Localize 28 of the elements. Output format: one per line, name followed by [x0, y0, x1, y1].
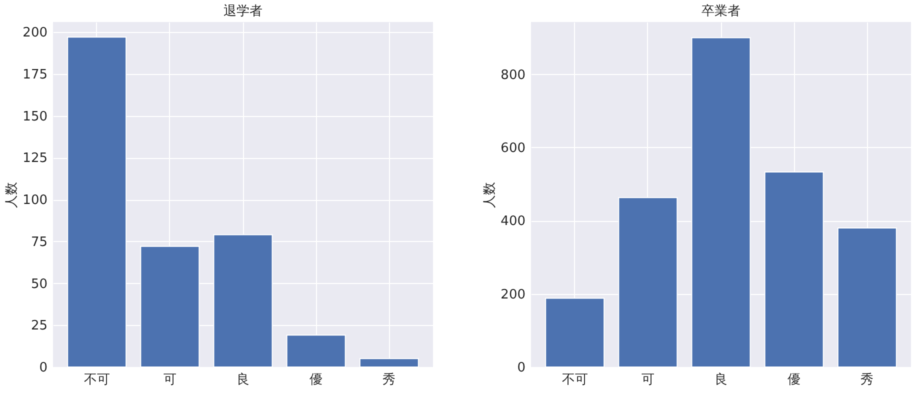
x-tick-label: 良	[714, 372, 728, 388]
y-tick-label: 800	[500, 68, 526, 83]
x-tick-label: 秀	[382, 372, 396, 388]
x-tick-label: 優	[788, 372, 801, 388]
y-tick-label: 50	[30, 276, 48, 292]
y-tick-label: 400	[500, 214, 526, 230]
y-tick-label: 100	[22, 193, 48, 208]
y-tick-label: 0	[517, 360, 526, 376]
y-tick-label: 200	[500, 287, 526, 302]
x-tick-label: 不可	[84, 372, 110, 388]
x-tick-label: 優	[310, 372, 323, 388]
y-tick-label: 75	[30, 234, 48, 250]
y-tick-label: 125	[22, 151, 48, 166]
y-tick-label: 150	[22, 109, 48, 124]
y-tick-label: 25	[30, 318, 48, 334]
x-tick-label: 不可	[562, 372, 588, 388]
y-tick-label: 0	[39, 360, 48, 376]
x-tick-label: 秀	[860, 372, 874, 388]
y-tick-label: 600	[500, 140, 526, 156]
x-tick-label: 可	[163, 372, 176, 388]
x-tick-label: 可	[641, 372, 654, 388]
y-axis-title: 人数	[4, 182, 20, 208]
y-axis-title: 人数	[482, 182, 498, 208]
chart-title: 退学者	[224, 4, 262, 19]
chart-title: 卒業者	[702, 4, 740, 19]
y-tick-label: 175	[22, 67, 48, 82]
x-tick-label: 良	[236, 372, 250, 388]
y-tick-label: 200	[22, 26, 48, 41]
